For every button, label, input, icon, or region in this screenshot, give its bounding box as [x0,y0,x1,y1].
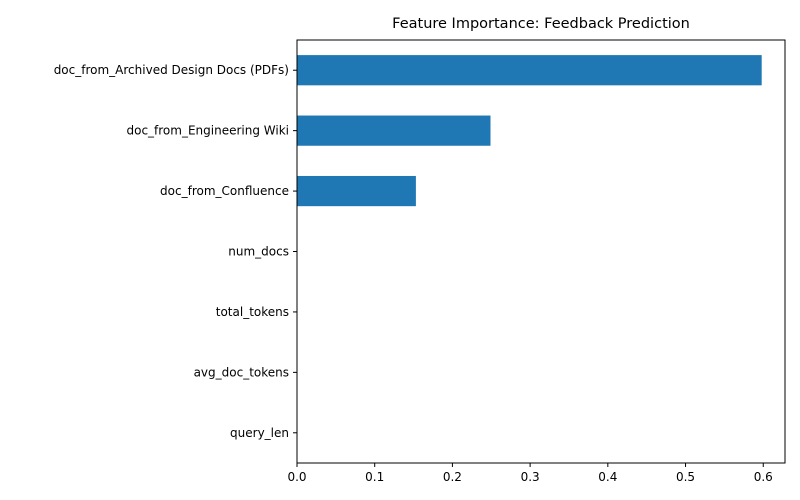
bar-0 [297,55,762,86]
x-tick-label-6: 0.6 [754,470,773,484]
y-tick-label-5: avg_doc_tokens [194,365,289,379]
x-tick-label-4: 0.4 [598,470,617,484]
y-tick-label-1: doc_from_Engineering Wiki [126,124,289,138]
x-tick-label-3: 0.3 [521,470,540,484]
y-tick-label-2: doc_from_Confluence [160,184,289,198]
x-tick-label-0: 0.0 [287,470,306,484]
y-tick-label-6: query_len [230,426,289,440]
axes-frame [296,39,786,464]
bar-2 [297,175,416,207]
x-tick-label-5: 0.5 [676,470,695,484]
y-tick-label-4: total_tokens [216,305,289,319]
x-tick-label-2: 0.2 [443,470,462,484]
plot-frame [296,39,786,464]
chart-title: Feature Importance: Feedback Prediction [392,16,690,32]
bar-1 [297,115,491,146]
y-axis-ticks: doc_from_Archived Design Docs (PDFs) doc_… [54,63,297,440]
bars-group [297,55,762,207]
y-tick-label-0: doc_from_Archived Design Docs (PDFs) [54,63,289,77]
y-tick-label-3: num_docs [228,245,289,259]
x-tick-label-1: 0.1 [365,470,384,484]
x-axis-ticks: 0.0 0.1 0.2 0.3 0.4 0.5 0.6 [287,463,773,484]
